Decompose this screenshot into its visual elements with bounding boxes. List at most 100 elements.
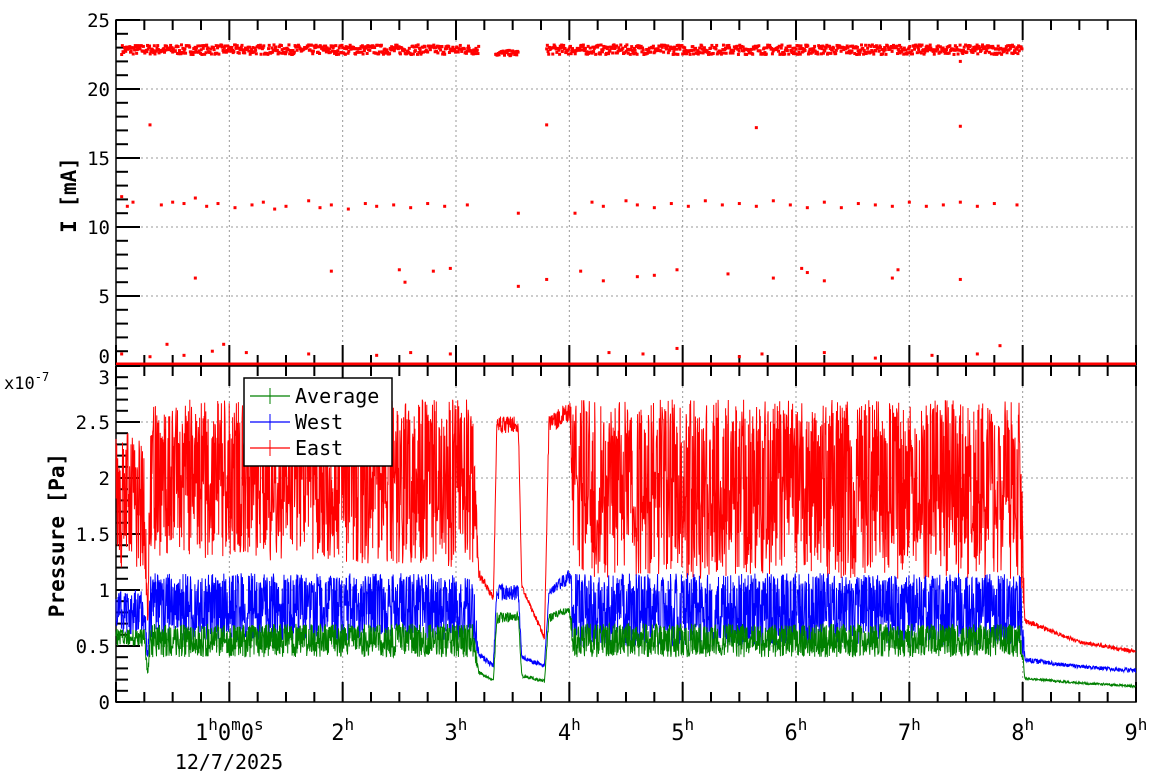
data-point — [423, 45, 427, 49]
data-point — [127, 46, 131, 50]
data-point — [397, 45, 401, 49]
data-point — [250, 203, 254, 207]
data-point — [386, 50, 390, 54]
data-point — [675, 47, 679, 51]
data-point — [890, 276, 894, 280]
data-point — [998, 344, 1002, 348]
data-point — [694, 46, 698, 50]
data-point — [516, 50, 520, 54]
data-point — [307, 199, 311, 203]
data-point — [685, 52, 689, 56]
data-point — [828, 44, 832, 48]
data-point — [194, 48, 198, 52]
data-point — [345, 45, 349, 49]
data-point — [630, 45, 634, 49]
data-point — [986, 46, 990, 50]
data-point — [211, 46, 215, 50]
data-point — [199, 48, 203, 52]
data-point — [324, 50, 328, 54]
data-point — [966, 47, 970, 51]
data-point — [159, 203, 163, 207]
data-point — [596, 43, 600, 47]
pressure-y-axis-label: Pressure [Pa] — [45, 453, 69, 617]
data-point — [730, 48, 734, 52]
data-point — [200, 52, 204, 56]
data-point — [637, 44, 641, 48]
data-point — [388, 46, 392, 50]
data-point — [830, 48, 834, 52]
data-point — [1015, 46, 1019, 50]
data-point — [266, 52, 270, 56]
data-point — [806, 52, 810, 56]
data-point — [555, 50, 559, 54]
data-point — [338, 44, 342, 48]
data-point — [910, 49, 914, 53]
data-point — [545, 123, 549, 127]
data-point — [258, 43, 262, 47]
data-point — [324, 44, 328, 48]
data-point — [958, 200, 962, 204]
data-point — [276, 52, 280, 56]
data-point — [239, 47, 243, 51]
data-point — [284, 204, 288, 208]
data-point — [970, 48, 974, 52]
data-point — [824, 46, 828, 50]
data-point — [171, 200, 175, 204]
data-point — [932, 52, 936, 56]
data-point — [203, 52, 207, 56]
data-point — [356, 47, 360, 51]
data-point — [608, 49, 612, 53]
data-point — [971, 50, 975, 54]
data-point — [858, 50, 862, 54]
data-point — [698, 46, 702, 50]
data-point — [329, 269, 333, 273]
data-point — [262, 44, 266, 48]
data-point — [680, 44, 684, 48]
data-point — [156, 44, 160, 48]
data-point — [965, 50, 969, 54]
data-point — [590, 200, 594, 204]
data-point — [987, 50, 991, 54]
data-point — [896, 52, 900, 56]
data-point — [736, 52, 740, 56]
data-point — [287, 43, 291, 47]
data-point — [409, 52, 413, 56]
data-point — [864, 43, 868, 47]
data-point — [424, 48, 428, 52]
data-point — [709, 46, 713, 50]
y-tick-label: 15 — [87, 148, 110, 170]
data-point — [974, 47, 978, 51]
data-point — [337, 46, 341, 50]
data-point — [176, 45, 180, 49]
data-point — [862, 48, 866, 52]
x-tick-label: 6h — [785, 715, 808, 746]
data-point — [413, 49, 417, 53]
data-point — [797, 50, 801, 54]
data-point — [497, 53, 501, 57]
data-point — [279, 44, 283, 48]
data-point — [244, 351, 248, 355]
data-point — [580, 48, 584, 52]
x-tick-label: 7h — [898, 715, 921, 746]
data-point — [745, 52, 749, 56]
data-point — [230, 45, 234, 49]
data-point — [991, 44, 995, 48]
data-point — [339, 50, 343, 54]
data-point — [151, 48, 155, 52]
data-point — [610, 46, 614, 50]
current-panel: 0 5 10 15 20 25 — [87, 10, 1137, 368]
data-point — [894, 46, 898, 50]
data-point — [819, 52, 823, 56]
data-point — [1010, 43, 1014, 47]
x-tick-label: 9h — [1125, 715, 1148, 746]
data-point — [405, 52, 409, 56]
data-point — [895, 44, 899, 48]
data-point — [698, 51, 702, 55]
data-point — [308, 48, 312, 52]
data-point — [958, 124, 962, 128]
data-point — [873, 356, 877, 360]
data-point — [282, 47, 286, 51]
data-point — [968, 44, 972, 48]
data-point — [936, 44, 940, 48]
data-point — [724, 51, 728, 55]
